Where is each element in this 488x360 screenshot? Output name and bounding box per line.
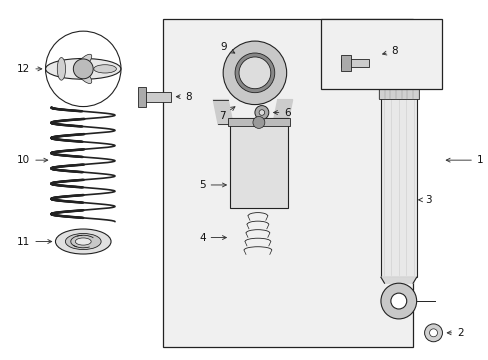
Circle shape (380, 283, 416, 319)
Circle shape (424, 324, 442, 342)
Ellipse shape (94, 65, 116, 73)
Text: 1: 1 (446, 155, 483, 165)
Circle shape (252, 117, 264, 129)
Ellipse shape (55, 229, 111, 254)
Text: 12: 12 (17, 64, 41, 74)
Ellipse shape (75, 238, 91, 245)
Circle shape (239, 57, 270, 89)
Ellipse shape (75, 54, 92, 71)
Circle shape (428, 329, 437, 337)
Text: 10: 10 (17, 155, 48, 165)
Text: 6: 6 (273, 108, 290, 117)
Ellipse shape (65, 234, 101, 249)
Text: 9: 9 (221, 42, 234, 53)
Ellipse shape (45, 58, 121, 79)
Bar (230, 118, 287, 208)
Text: 4: 4 (199, 233, 226, 243)
Bar (380, 86, 416, 277)
Circle shape (254, 105, 268, 120)
Text: 8: 8 (382, 46, 397, 56)
Polygon shape (213, 100, 233, 125)
Text: 3: 3 (418, 195, 431, 205)
Text: 8: 8 (176, 92, 191, 102)
Bar (378, 89, 418, 99)
Bar (138, 87, 145, 107)
Bar (341, 55, 350, 71)
Bar (321, 19, 442, 89)
Text: 7: 7 (219, 107, 234, 121)
Bar (341, 59, 368, 67)
Circle shape (235, 53, 274, 93)
Text: 2: 2 (447, 328, 463, 338)
Ellipse shape (75, 67, 92, 84)
Bar (142, 92, 170, 102)
Ellipse shape (57, 58, 65, 80)
Circle shape (259, 110, 264, 115)
Polygon shape (380, 277, 416, 283)
Text: 11: 11 (17, 237, 52, 247)
Bar (163, 19, 412, 347)
Circle shape (390, 293, 406, 309)
Polygon shape (272, 100, 292, 125)
Circle shape (73, 59, 93, 79)
Text: 5: 5 (199, 180, 226, 190)
Bar (228, 118, 289, 126)
Circle shape (223, 41, 286, 105)
